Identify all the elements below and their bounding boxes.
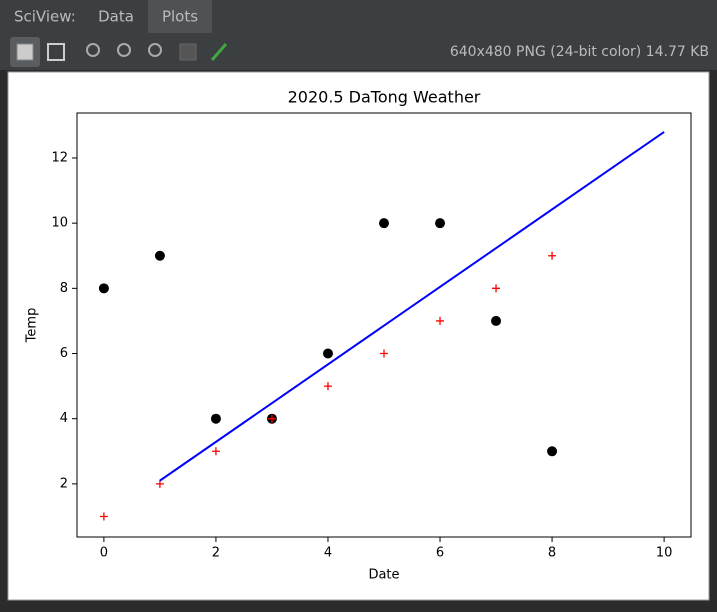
zoom-actual[interactable] — [148, 43, 162, 57]
color-picker[interactable] — [210, 43, 228, 61]
icon[interactable] — [47, 43, 65, 61]
x-tick-label: 10 — [656, 546, 673, 561]
x-label: Date — [368, 568, 399, 583]
point — [210, 413, 221, 424]
y-tick-label: 12 — [51, 150, 68, 165]
tab-active-bg — [148, 0, 212, 33]
tab[interactable]: Plots — [162, 8, 198, 26]
y-tick-label: 6 — [60, 346, 68, 361]
x-tick-label: 8 — [548, 546, 556, 561]
y-tick-label: 8 — [60, 281, 68, 296]
plus-marker — [211, 447, 220, 456]
y-tick-label: 4 — [60, 411, 68, 426]
plus-marker — [323, 382, 332, 391]
image-info: 640x480 PNG (24-bit color) 14.77 KB — [450, 44, 709, 60]
plus-marker — [436, 316, 445, 325]
point — [379, 218, 389, 229]
x-tick-label: 2 — [212, 546, 220, 561]
y-tick-label: 10 — [51, 216, 68, 231]
figure — [7, 71, 710, 601]
point — [98, 283, 109, 294]
point — [435, 218, 446, 229]
toolbar — [0, 33, 717, 70]
y-tick-label: 2 — [60, 476, 68, 491]
x-tick-label: 0 — [100, 546, 108, 561]
chart-title: 2020.5 DaTong Weather — [288, 88, 481, 107]
point — [547, 446, 558, 457]
point — [491, 315, 502, 326]
y-label: Temp — [25, 308, 40, 344]
fit-line — [159, 131, 665, 482]
plus-marker — [99, 512, 108, 521]
icon — [16, 43, 34, 61]
tab-bg — [84, 0, 148, 33]
zoom-in[interactable] — [86, 43, 100, 57]
plus-marker — [548, 251, 557, 260]
point — [322, 348, 333, 359]
plus-marker — [380, 349, 388, 358]
sciview-label: SciView: — [14, 8, 76, 26]
plus-marker — [267, 414, 276, 423]
plus-marker — [492, 284, 501, 293]
point — [154, 250, 165, 261]
icon[interactable] — [179, 43, 197, 61]
zoom-out[interactable] — [117, 43, 131, 57]
x-tick-label: 6 — [436, 546, 444, 561]
tab[interactable]: Data — [98, 8, 134, 26]
plus-marker — [155, 479, 164, 488]
x-tick-label: 4 — [324, 546, 332, 561]
plot-frame — [76, 112, 692, 538]
